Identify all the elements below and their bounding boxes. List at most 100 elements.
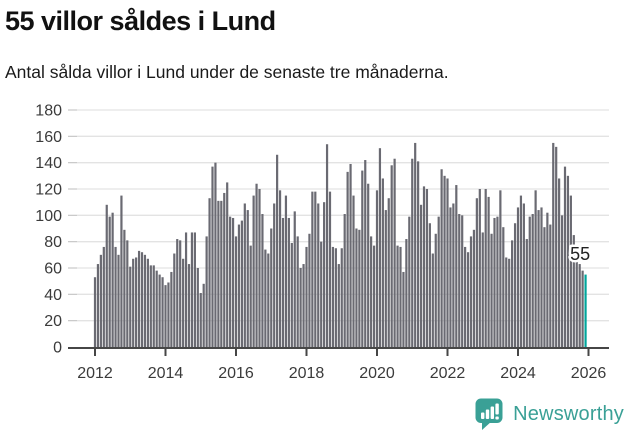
bar xyxy=(158,274,161,347)
bar xyxy=(234,236,238,347)
bar xyxy=(549,224,552,347)
bar xyxy=(370,236,373,347)
bar xyxy=(328,191,332,347)
bar xyxy=(202,283,205,347)
bar xyxy=(384,210,387,347)
bar xyxy=(452,203,455,347)
y-axis-tick-label: 140 xyxy=(35,155,62,172)
bar xyxy=(273,203,276,347)
bar xyxy=(111,212,114,347)
bar xyxy=(199,293,202,347)
newsworthy-logo: Newsworthy xyxy=(474,397,624,432)
bar xyxy=(126,240,129,347)
bar xyxy=(155,270,158,347)
x-axis-tick-label: 2014 xyxy=(148,365,184,382)
bar xyxy=(114,246,117,347)
bar xyxy=(170,271,173,347)
bar xyxy=(132,258,135,347)
bar xyxy=(173,253,176,347)
bar xyxy=(511,240,514,347)
bar xyxy=(525,239,528,347)
bar xyxy=(229,216,232,347)
bar xyxy=(290,242,293,347)
bar xyxy=(346,171,349,347)
bar xyxy=(211,166,214,347)
bar xyxy=(146,258,149,347)
bar xyxy=(560,215,564,347)
bar xyxy=(531,214,534,347)
bar xyxy=(184,232,188,347)
x-axis-tick-label: 2022 xyxy=(430,365,466,382)
bar xyxy=(93,277,97,347)
bar xyxy=(519,195,523,347)
bar xyxy=(140,252,144,347)
bar xyxy=(349,163,352,347)
y-axis-tick-label: 0 xyxy=(53,340,62,357)
bar xyxy=(334,248,337,347)
bar xyxy=(493,217,496,347)
bar xyxy=(443,175,446,347)
bar xyxy=(393,158,396,347)
bar xyxy=(566,175,570,347)
bar xyxy=(546,212,549,347)
bar xyxy=(293,211,296,347)
bar xyxy=(358,229,361,347)
bar xyxy=(381,178,384,347)
bar xyxy=(387,198,390,347)
bar xyxy=(135,257,138,347)
bar xyxy=(428,223,431,347)
bar xyxy=(440,169,443,347)
bar xyxy=(149,265,152,347)
y-axis-tick-label: 40 xyxy=(44,287,62,304)
bar xyxy=(367,183,370,347)
bar xyxy=(246,210,249,347)
bar xyxy=(187,264,191,347)
bar xyxy=(461,215,464,347)
bar xyxy=(249,245,252,347)
bar xyxy=(270,228,273,347)
bar xyxy=(320,241,323,347)
bar xyxy=(223,192,226,347)
bar xyxy=(552,142,555,347)
chart-subtitle: Antal sålda villor i Lund under de senas… xyxy=(5,62,449,82)
bar xyxy=(378,148,382,347)
bar xyxy=(469,236,473,347)
bar xyxy=(205,236,208,347)
bar xyxy=(375,190,379,347)
bar xyxy=(317,203,320,347)
x-axis-tick-label: 2026 xyxy=(571,365,607,382)
bar xyxy=(278,190,282,347)
bar xyxy=(555,146,558,347)
bar xyxy=(408,216,411,347)
latest-value-label: 55 xyxy=(570,244,590,264)
bar xyxy=(399,246,402,347)
bar xyxy=(308,233,311,347)
bar xyxy=(499,190,502,347)
bar xyxy=(96,264,100,347)
bar xyxy=(99,254,102,347)
bar xyxy=(117,254,120,347)
bar xyxy=(505,257,508,347)
bar xyxy=(337,264,340,347)
bar xyxy=(252,195,255,347)
bar xyxy=(516,207,520,347)
bar xyxy=(311,191,314,347)
bar xyxy=(563,166,567,347)
highlighted-bar-latest xyxy=(584,274,587,347)
bar xyxy=(258,189,261,347)
bar xyxy=(534,190,537,347)
bar xyxy=(243,203,246,347)
x-axis-tick-label: 2024 xyxy=(500,365,536,382)
bar xyxy=(575,245,578,347)
bar xyxy=(105,204,108,347)
bar xyxy=(267,253,270,347)
bar xyxy=(340,248,343,347)
bar xyxy=(164,285,167,347)
bar xyxy=(431,253,434,347)
bar xyxy=(120,195,123,347)
bar xyxy=(569,195,572,347)
bar xyxy=(572,235,575,347)
bar xyxy=(129,266,132,347)
bar xyxy=(226,182,229,347)
bar xyxy=(558,178,561,347)
